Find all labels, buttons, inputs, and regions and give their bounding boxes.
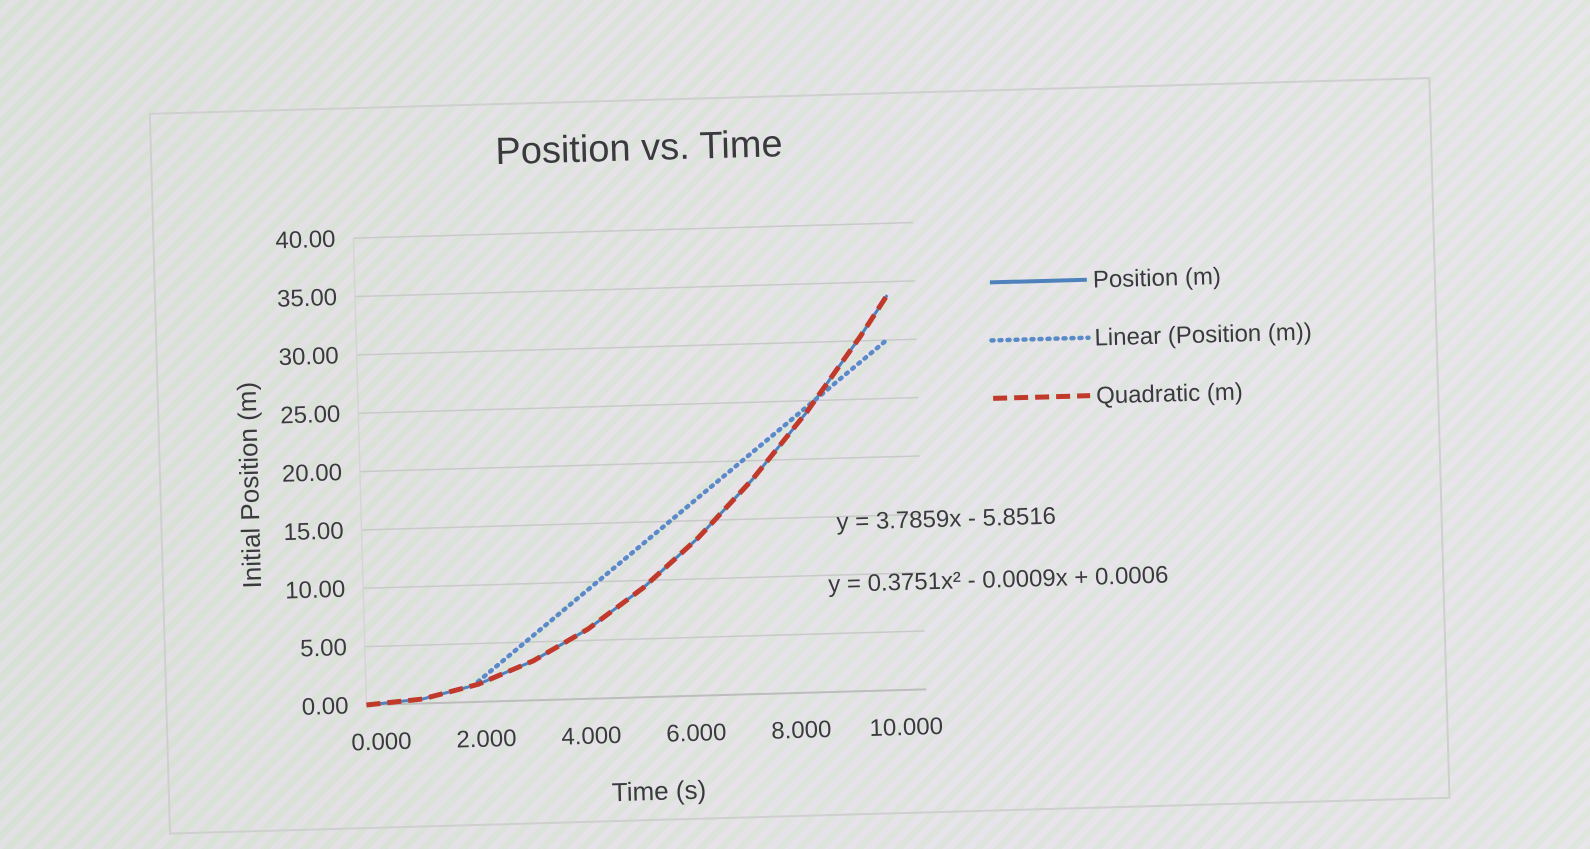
gridline xyxy=(356,338,917,356)
x-tick-label: 10.000 xyxy=(869,713,943,742)
legend: Position (m) Linear (Position (m)) Quadr… xyxy=(989,263,1312,410)
x-axis-title: Time (s) xyxy=(611,775,706,808)
y-tick-label: 10.00 xyxy=(285,576,346,605)
y-tick-label: 0.00 xyxy=(301,693,348,721)
chart-border xyxy=(148,77,1451,835)
series-line-dashed xyxy=(366,293,890,708)
chart-title: Position vs. Time xyxy=(495,123,783,173)
legend-label-linear: Linear (Position (m)) xyxy=(1094,318,1312,351)
legend-swatch-quadratic xyxy=(993,393,1091,401)
y-tick-label: 30.00 xyxy=(278,342,339,371)
y-tick-label: 15.00 xyxy=(283,517,344,546)
legend-swatch-linear xyxy=(989,335,1091,343)
x-axis-ticks: 0.000 2.000 4.000 6.000 8.000 10.000 xyxy=(351,713,943,757)
gridline xyxy=(359,455,920,473)
x-tick-label: 0.000 xyxy=(351,728,412,757)
x-tick-label: 8.000 xyxy=(771,716,832,745)
gridline xyxy=(361,513,922,531)
linear-equation-label: y = 3.7859x - 5.8516 xyxy=(836,503,1056,536)
y-axis-ticks: 0.00 5.00 10.00 15.00 20.00 25.00 30.00 35.00 40… xyxy=(275,226,349,721)
gridline xyxy=(363,571,923,590)
x-tick-label: 4.000 xyxy=(561,722,622,751)
gridline xyxy=(358,396,919,414)
gridline xyxy=(364,630,925,648)
legend-swatch-position xyxy=(989,277,1087,285)
x-tick-label: 2.000 xyxy=(456,725,517,754)
gridlines xyxy=(353,221,927,706)
quadratic-equation-label: y = 0.3751x² - 0.0009x + 0.0006 xyxy=(828,562,1169,598)
x-tick-label: 6.000 xyxy=(666,719,727,748)
legend-label-quadratic: Quadratic (m) xyxy=(1096,378,1243,409)
gridline xyxy=(355,280,915,298)
y-tick-label: 5.00 xyxy=(300,634,347,662)
series-line-solid xyxy=(366,294,889,707)
series-line-dotted xyxy=(475,336,891,685)
y-axis-title: Initial Position (m) xyxy=(231,382,267,589)
y-tick-label: 35.00 xyxy=(277,284,338,313)
x-axis-line xyxy=(366,688,927,707)
y-tick-label: 20.00 xyxy=(282,459,343,488)
y-axis-line xyxy=(352,238,368,706)
legend-label-position: Position (m) xyxy=(1092,263,1221,294)
gridline xyxy=(353,221,914,239)
series-layer xyxy=(366,293,891,708)
chart-area: Position vs. Time 0.00 5.00 10.00 15.00 20.0… xyxy=(148,77,1451,835)
y-tick-label: 40.00 xyxy=(275,226,336,255)
y-tick-label: 25.00 xyxy=(280,401,341,430)
